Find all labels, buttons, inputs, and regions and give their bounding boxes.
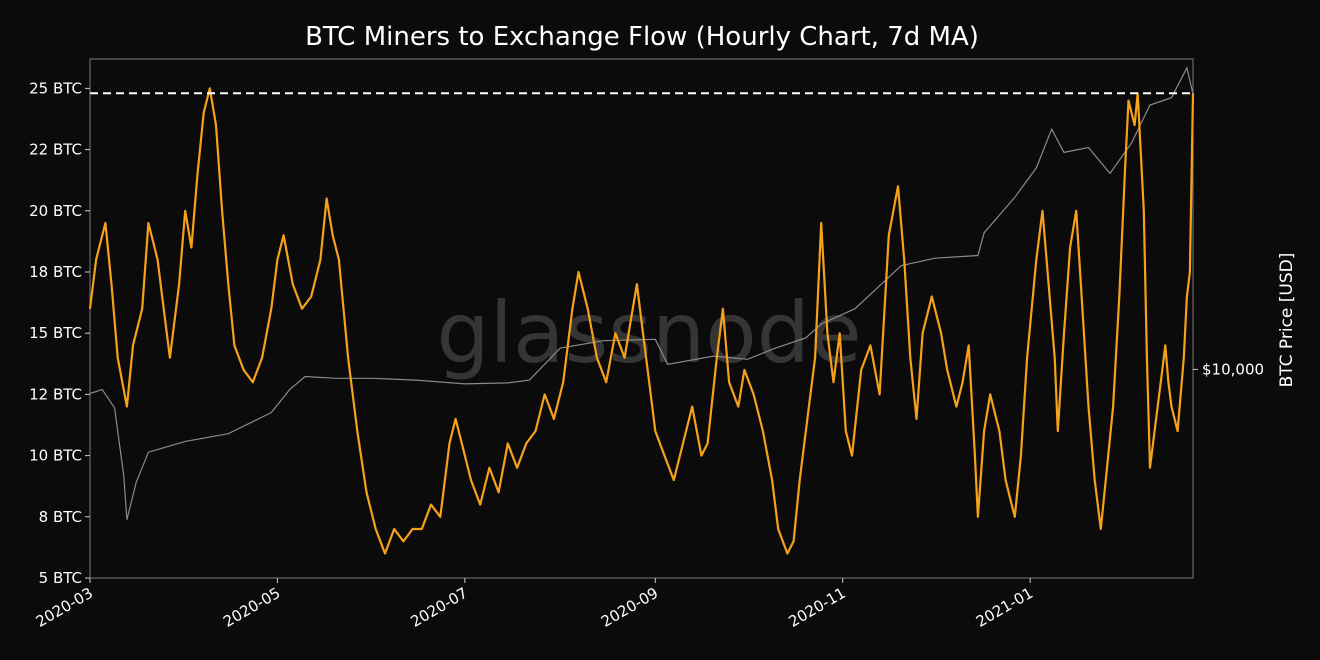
- y-left-tick-label: 22 BTC: [29, 141, 82, 159]
- x-tick-label: 2020-03: [33, 584, 96, 631]
- price-series-line: [89, 66, 1194, 520]
- watermark: glassnode: [436, 284, 861, 382]
- y-left-tick-label: 12 BTC: [29, 385, 82, 403]
- x-tick-label: 2020-11: [785, 584, 848, 631]
- y-left-tick-label: 20 BTC: [29, 202, 82, 220]
- y-left-tick-label: 15 BTC: [29, 324, 82, 342]
- y-axis-right: $10,000: [1193, 360, 1264, 378]
- chart-title: BTC Miners to Exchange Flow (Hourly Char…: [305, 22, 979, 52]
- x-tick-label: 2021-01: [973, 584, 1036, 631]
- y-left-tick-label: 8 BTC: [39, 508, 82, 526]
- y-left-tick-label: 18 BTC: [29, 263, 82, 281]
- y-axis-right-label: BTC Price [USD]: [1277, 253, 1297, 388]
- y-axis-left: 5 BTC 8 BTC 10 BTC 12 BTC 15 BTC 18 BTC 20 BTC…: [29, 79, 90, 587]
- x-tick-label: 2020-05: [220, 584, 283, 631]
- flow-series-line: [88, 87, 1195, 555]
- x-axis: 2020-03 2020-05 2020-07 2020-09 2020-11 2021-…: [33, 578, 1036, 631]
- y-right-tick-label: $10,000: [1202, 360, 1264, 378]
- y-left-tick-label: 10 BTC: [29, 447, 82, 465]
- y-left-tick-label: 5 BTC: [39, 569, 82, 587]
- price-series-layer: [89, 66, 1194, 520]
- x-tick-label: 2020-07: [408, 584, 471, 631]
- y-left-tick-label: 25 BTC: [29, 79, 82, 97]
- flow-series-layer: [88, 87, 1195, 555]
- x-tick-label: 2020-09: [598, 584, 661, 631]
